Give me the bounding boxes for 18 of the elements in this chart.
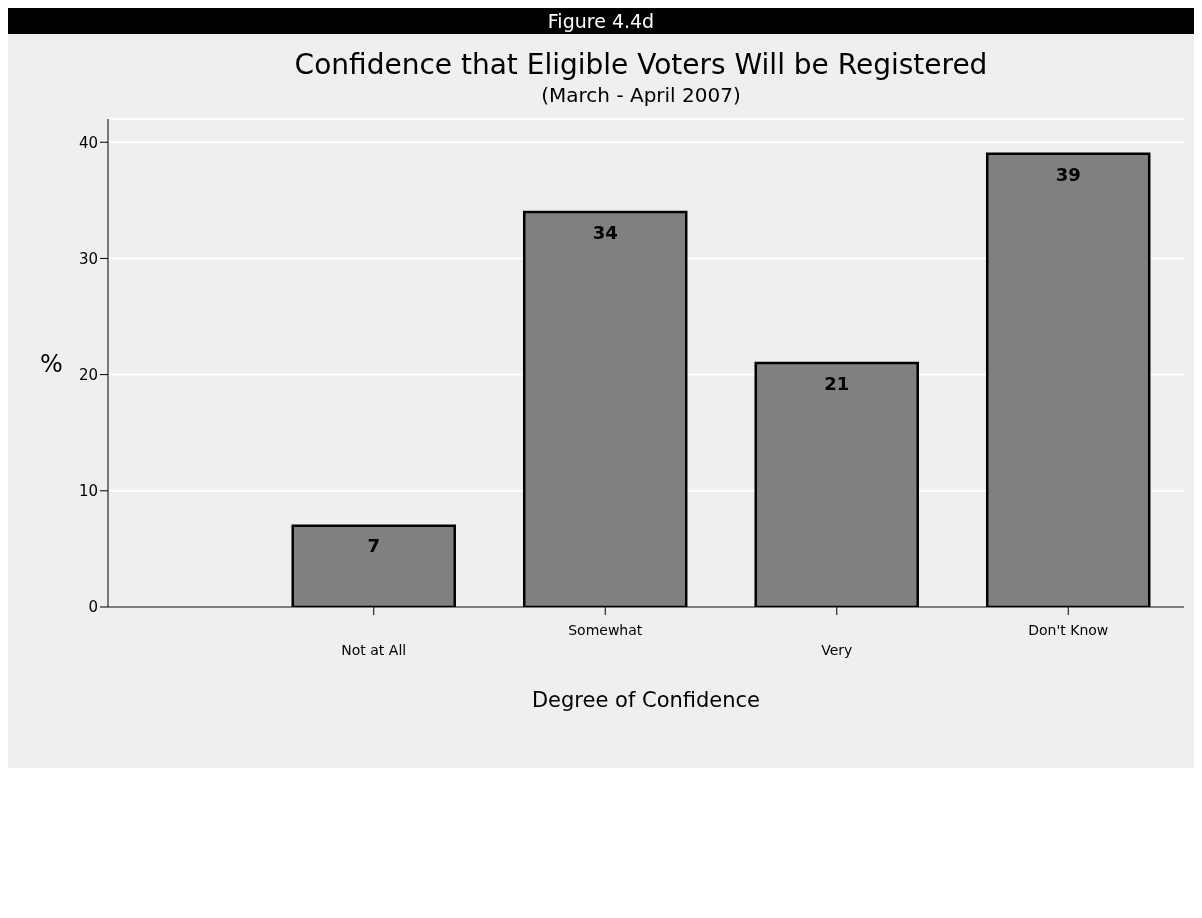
- y-tick-label: 20: [78, 365, 98, 384]
- y-tick-label: 40: [78, 133, 98, 152]
- y-tick-label: 10: [78, 482, 98, 501]
- x-tick-label: Don't Know: [1028, 622, 1109, 638]
- y-tick-label: 30: [78, 249, 98, 268]
- data-label: 39: [1055, 163, 1081, 185]
- y-axis-title: %: [40, 349, 63, 378]
- data-label: 34: [592, 221, 618, 243]
- data-label: 21: [824, 372, 850, 394]
- x-tick-label: Not at All: [341, 642, 407, 658]
- x-tick-label: Somewhat: [568, 622, 643, 638]
- data-label: 7: [367, 535, 380, 557]
- y-tick-label: 0: [88, 598, 98, 617]
- x-axis-title: Degree of Confidence: [531, 688, 761, 712]
- chart-subtitle: (March - April 2007): [540, 83, 742, 107]
- chart-title: Confidence that Eligible Voters Will be Registered: [293, 48, 989, 81]
- caption: Figure 4.4d: [547, 10, 655, 32]
- x-tick-label: Very: [821, 642, 853, 658]
